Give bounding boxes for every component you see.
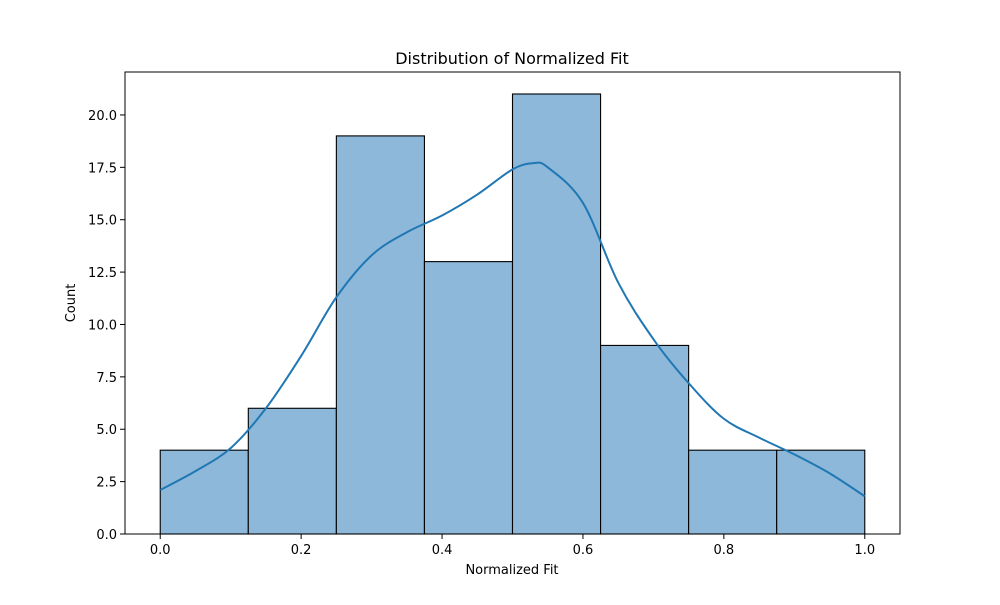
y-tick-label: 5.0 [96, 423, 117, 438]
x-axis: 0.0 0.2 0.4 0.6 0.8 1.0 [150, 534, 875, 558]
y-tick-label: 12.5 [88, 266, 117, 281]
y-tick-label: 20.0 [88, 109, 117, 124]
histogram-bars [159, 93, 866, 535]
histogram-bar [776, 449, 866, 535]
x-tick-label: 0.2 [291, 543, 312, 558]
histogram-bar [247, 407, 337, 535]
y-axis-label: Count [64, 284, 79, 323]
histogram-bar [335, 135, 425, 535]
x-tick-label: 1.0 [854, 543, 875, 558]
kde-curve-group [159, 161, 866, 498]
x-tick-label: 0.0 [150, 543, 171, 558]
x-tick-label: 0.4 [432, 543, 453, 558]
y-tick-label: 2.5 [96, 476, 117, 491]
histogram-bar [688, 449, 778, 535]
histogram-bar [511, 93, 602, 535]
x-tick-label: 0.8 [714, 543, 735, 558]
y-axis: 0.0 2.5 5.0 7.5 10.0 12.5 15.0 17.5 20.0 [88, 109, 125, 543]
kde-line [159, 161, 866, 498]
x-tick-label: 0.6 [573, 543, 594, 558]
y-tick-label: 0.0 [96, 528, 117, 543]
chart-title: Distribution of Normalized Fit [395, 49, 629, 68]
y-tick-label: 17.5 [88, 161, 117, 176]
histogram-bar [159, 449, 249, 535]
y-tick-label: 7.5 [96, 371, 117, 386]
histogram-bar [600, 344, 690, 535]
x-axis-label: Normalized Fit [465, 563, 558, 578]
y-tick-label: 15.0 [88, 214, 117, 229]
histogram-bar [423, 261, 514, 535]
plot-frame [124, 71, 901, 535]
y-tick-label: 10.0 [88, 318, 117, 333]
